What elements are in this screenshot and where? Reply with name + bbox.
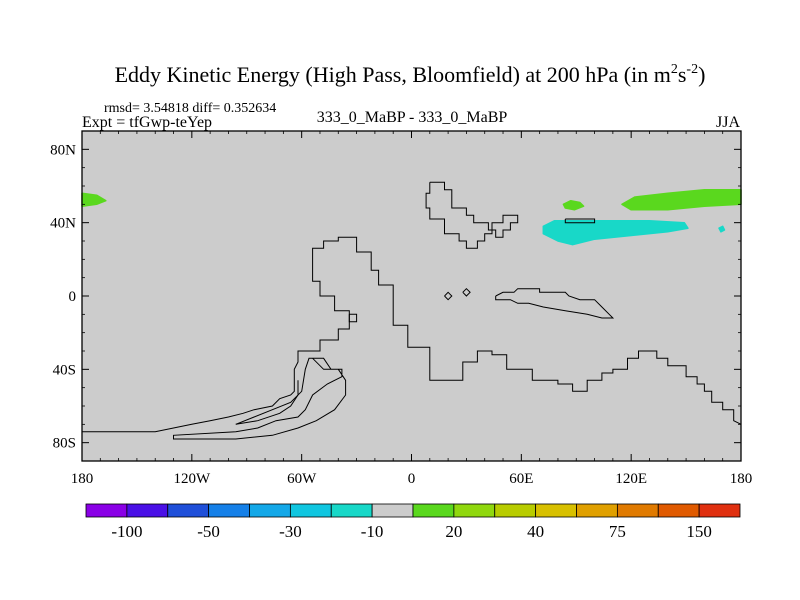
colorbar-label: 20 [445, 522, 462, 541]
title-main: Eddy Kinetic Energy (High Pass, Bloomfie… [115, 62, 671, 87]
colorbar-label: -100 [111, 522, 142, 541]
anomaly-regions [81, 188, 742, 246]
colorbar-swatch [698, 503, 741, 518]
coastline-segment [235, 380, 299, 425]
anomaly-cyan-dot [718, 225, 726, 233]
title-units-sup2: -2 [686, 62, 698, 77]
colorbar-swatch [657, 503, 700, 518]
colorbar-swatch [616, 503, 659, 518]
colorbar-swatch [249, 503, 291, 518]
x-tick-label: 120E [615, 471, 647, 487]
colorbar-swatch [85, 503, 128, 518]
colorbar-swatch [494, 503, 537, 518]
colorbar-swatch [289, 503, 332, 518]
colorbar-label: 40 [527, 522, 544, 541]
title-units-base: s [678, 62, 687, 87]
y-tick-label: 40S [53, 362, 76, 378]
colorbar-label: -30 [279, 522, 302, 541]
colorbar-swatch [371, 503, 414, 518]
colorbar-swatch [126, 503, 169, 518]
colorbar-label: -50 [197, 522, 220, 541]
coastline-segment [444, 291, 453, 301]
x-tick-label: 180 [71, 471, 94, 487]
colorbar-label: 75 [609, 522, 626, 541]
coastline-segment [425, 181, 519, 249]
colorbar-swatch [576, 503, 618, 518]
colorbar-swatch [167, 503, 210, 518]
colorbar-swatch [412, 503, 455, 518]
coastline-segment [495, 288, 615, 319]
x-tick-label: 120W [173, 471, 211, 487]
coastline-segment [564, 218, 596, 224]
x-tick-label: 0 [408, 471, 416, 487]
anomaly-green-blob-small [562, 199, 585, 211]
y-tick-label: 0 [69, 289, 77, 305]
x-axis: 180 120W 60W 0 60E 120E 180 [71, 131, 753, 487]
x-tick-label: 180 [730, 471, 753, 487]
colorbar-swatch [208, 503, 250, 518]
colorbar-swatch [330, 503, 373, 518]
colorbar-swatch [453, 503, 496, 518]
coastline-segment [82, 236, 742, 433]
season-label: JJA [716, 114, 740, 131]
y-tick-label: 80N [50, 142, 76, 158]
colorbar: -100 -50 -30 -10 20 40 75 150 [85, 503, 741, 541]
y-tick-label: 40N [50, 216, 76, 232]
y-tick-label: 80S [53, 436, 76, 452]
colorbar-swatch [535, 503, 577, 518]
y-axis: 80N 40N 0 40S 80S [50, 130, 741, 462]
colorbar-label: -10 [361, 522, 384, 541]
coastline-segment [462, 287, 471, 297]
x-tick-label: 60W [287, 471, 317, 487]
stats-line: rmsd= 3.54818 diff= 0.352634 [104, 101, 276, 116]
colorbar-label: 150 [686, 522, 712, 541]
center-label: 333_0_MaBP - 333_0_MaBP [317, 109, 508, 126]
chart-title: Eddy Kinetic Energy (High Pass, Bloomfie… [115, 62, 706, 87]
experiment-label: Expt = tfGwp-teYep [82, 114, 212, 131]
plot-background [82, 131, 741, 461]
coastline-segment [173, 357, 347, 440]
title-units-sup1: 2 [671, 62, 678, 77]
x-tick-label: 60E [509, 471, 533, 487]
coastline-segment [348, 313, 358, 323]
title-units-close: ) [698, 62, 705, 87]
